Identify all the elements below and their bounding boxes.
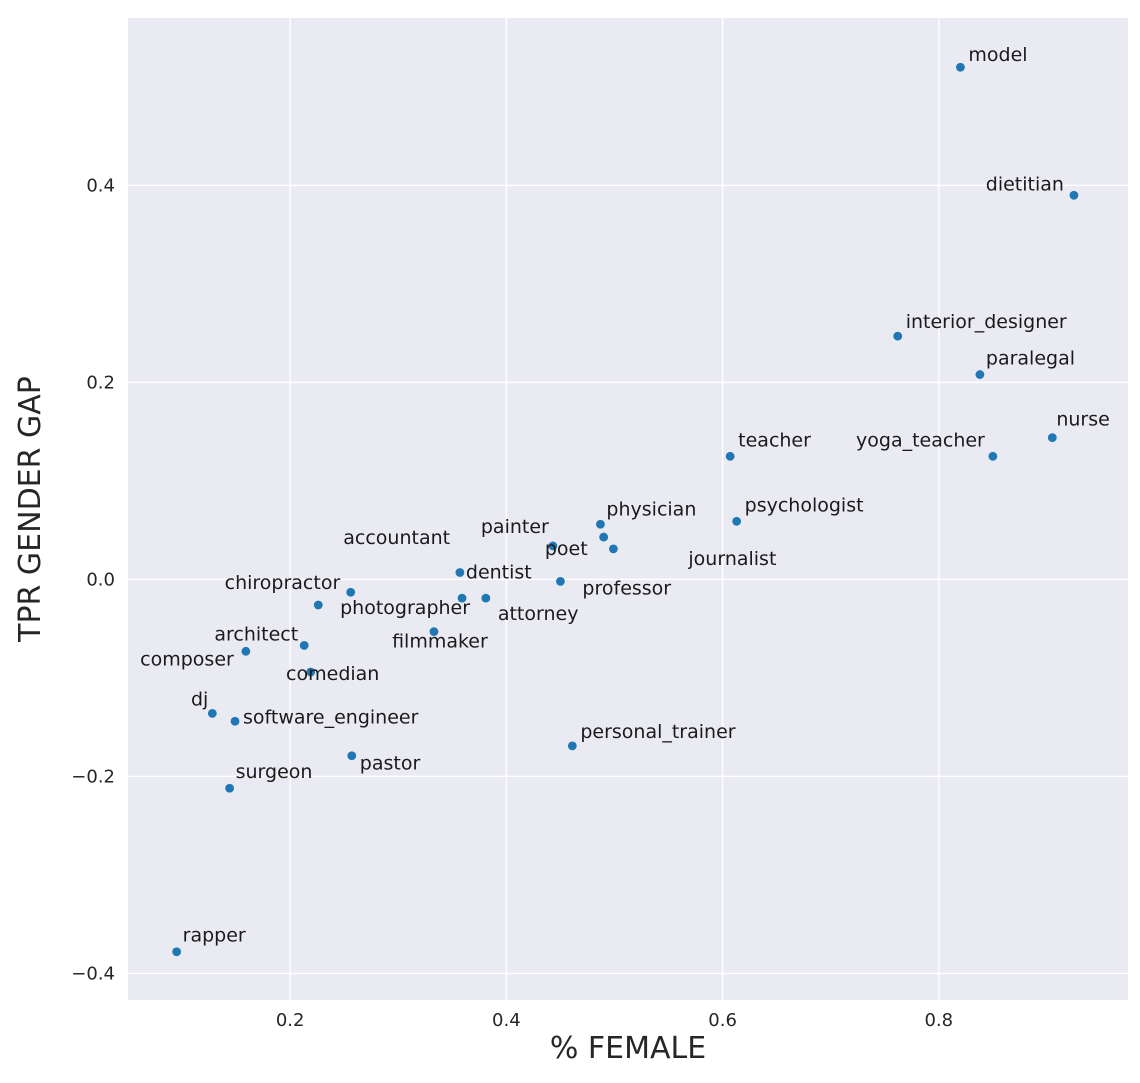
data-point xyxy=(975,370,985,379)
x-tick-label: 0.2 xyxy=(276,1010,305,1031)
data-point xyxy=(306,667,316,677)
point-label: model xyxy=(968,44,1027,66)
point-label: pastor xyxy=(360,753,421,775)
y-tick-label: 0.0 xyxy=(86,569,115,590)
plot-background xyxy=(128,18,1128,1000)
data-point xyxy=(556,576,565,586)
data-point xyxy=(988,451,998,461)
data-point xyxy=(599,532,609,542)
data-point xyxy=(172,947,182,957)
data-point xyxy=(567,741,577,751)
point-label: professor xyxy=(582,577,671,599)
data-point xyxy=(596,519,605,529)
point-label: journalist xyxy=(687,548,776,570)
point-label: psychologist xyxy=(745,494,864,516)
x-tick-label: 0.6 xyxy=(708,1010,737,1031)
point-label: yoga_teacher xyxy=(856,429,985,451)
y-tick-label: −0.2 xyxy=(71,766,115,787)
data-point xyxy=(230,716,240,726)
data-point xyxy=(313,600,323,610)
point-label: dj xyxy=(191,688,208,710)
data-point xyxy=(548,541,558,551)
data-point xyxy=(225,783,235,793)
data-point xyxy=(299,641,309,650)
data-point xyxy=(732,516,742,526)
data-point xyxy=(346,587,356,597)
data-point xyxy=(481,593,491,603)
point-label: dietitian xyxy=(986,173,1064,195)
point-label: composer xyxy=(140,648,234,670)
data-point xyxy=(241,646,251,656)
data-point xyxy=(1047,433,1057,442)
x-tick-label: 0.8 xyxy=(924,1010,953,1031)
data-point xyxy=(725,451,735,461)
data-point xyxy=(457,593,467,603)
point-label: teacher xyxy=(738,429,811,451)
point-label: nurse xyxy=(1056,409,1109,431)
point-annotations: model dietitian interior_designer paralegal… xyxy=(140,44,1110,946)
point-label: software_engineer xyxy=(243,706,419,728)
gridlines xyxy=(128,18,1128,1000)
data-point xyxy=(893,331,903,341)
point-label: comedian xyxy=(286,663,379,685)
point-label: rapper xyxy=(183,925,246,947)
point-label: personal_trainer xyxy=(580,721,735,743)
data-point xyxy=(1069,190,1079,200)
point-label: interior_designer xyxy=(906,311,1067,333)
y-tick-label: 0.4 xyxy=(86,175,115,196)
y-tick-label: −0.4 xyxy=(71,963,115,984)
point-label: surgeon xyxy=(236,761,313,783)
point-label: painter xyxy=(481,516,549,538)
y-axis-label: TPR GENDER GAP xyxy=(13,376,48,643)
point-label: dentist xyxy=(466,562,532,584)
data-point xyxy=(429,627,439,637)
data-point xyxy=(347,751,357,761)
data-point xyxy=(609,544,618,554)
x-tick-label: 0.4 xyxy=(492,1010,521,1031)
y-axis-ticks: 0.4 0.2 0.0 −0.2 −0.4 xyxy=(71,175,115,984)
point-label: attorney xyxy=(498,603,579,625)
point-label: chiropractor xyxy=(225,572,341,594)
point-label: poet xyxy=(545,538,588,560)
y-tick-label: 0.2 xyxy=(86,372,115,393)
data-point xyxy=(207,708,217,718)
point-label: accountant xyxy=(343,527,450,549)
point-label: paralegal xyxy=(986,348,1075,370)
data-point xyxy=(956,62,965,72)
x-axis-label: % FEMALE xyxy=(550,1031,706,1066)
point-label: filmmaker xyxy=(392,631,488,653)
point-label: architect xyxy=(214,623,298,645)
data-points xyxy=(172,62,1079,957)
x-axis-ticks: 0.2 0.4 0.6 0.8 xyxy=(276,1010,953,1031)
point-label: photographer xyxy=(340,597,470,619)
data-point xyxy=(455,568,465,577)
point-label: physician xyxy=(606,498,696,520)
